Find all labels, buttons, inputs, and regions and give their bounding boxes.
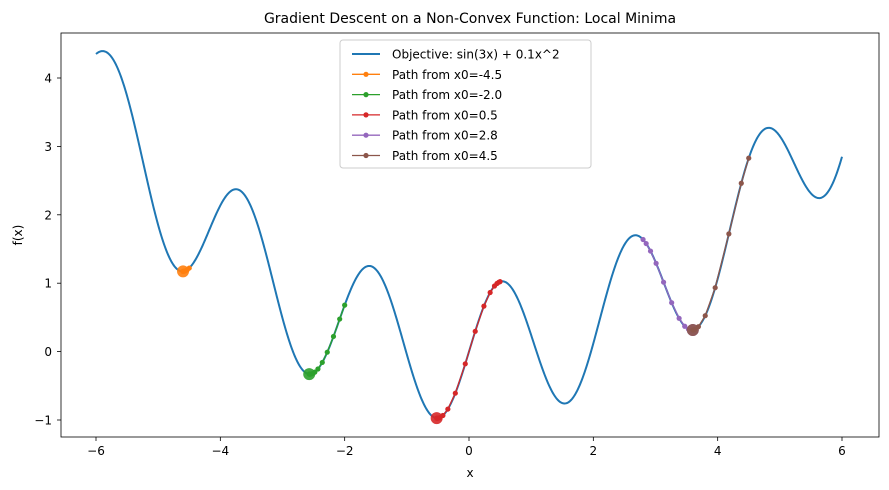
path-point — [481, 303, 487, 309]
legend-marker — [363, 152, 369, 159]
y-tick-label: 3 — [44, 140, 52, 154]
y-tick-label: 1 — [44, 277, 52, 291]
x-tick-label: 4 — [714, 444, 722, 458]
path-series — [177, 265, 192, 278]
path-point — [682, 323, 688, 329]
final-point-marker — [686, 324, 699, 337]
curves — [95, 50, 843, 425]
path-point — [452, 390, 458, 396]
path-point — [319, 359, 325, 366]
legend-item: Path from x0=4.5 — [352, 149, 498, 163]
legend-label: Path from x0=0.5 — [392, 108, 498, 122]
path-point — [337, 316, 343, 322]
legend-label: Path from x0=-4.5 — [392, 68, 502, 82]
path-point — [472, 328, 478, 334]
path-point — [487, 289, 493, 296]
path-series — [303, 302, 348, 381]
path-point — [324, 349, 330, 355]
legend-marker — [363, 71, 369, 77]
x-tick-label: −4 — [211, 444, 229, 458]
path-point — [647, 248, 654, 254]
y-axis: −1 0 1 2 3 4 — [34, 72, 61, 428]
plot-area — [60, 32, 880, 438]
final-point-marker — [177, 265, 190, 278]
x-axis: −6 −4 −2 0 2 4 6 — [87, 437, 846, 458]
legend-label: Objective: sin(3x) + 0.1x^2 — [392, 48, 560, 62]
final-point-marker — [303, 368, 316, 381]
path-point — [640, 236, 646, 243]
legend-item: Path from x0=0.5 — [352, 108, 498, 122]
axes-frame — [60, 32, 880, 438]
final-point-marker — [430, 412, 443, 425]
x-tick-label: 0 — [465, 444, 473, 458]
legend-marker — [363, 112, 369, 118]
path-point — [445, 406, 451, 412]
legend: Objective: sin(3x) + 0.1x^2 Path from x0=… — [339, 39, 592, 169]
path-point — [653, 260, 659, 266]
path-point — [462, 361, 468, 367]
path-series — [430, 279, 503, 425]
path-point — [491, 283, 498, 289]
path-point — [330, 333, 337, 340]
legend-label: Path from x0=2.8 — [392, 129, 498, 143]
legend-item: Path from x0=-4.5 — [352, 68, 502, 82]
path-point — [746, 155, 752, 161]
y-tick-label: −1 — [34, 414, 52, 428]
legend-item: Objective: sin(3x) + 0.1x^2 — [352, 48, 560, 62]
path-series — [686, 155, 752, 337]
y-tick-label: 2 — [44, 208, 52, 222]
path-point — [676, 315, 682, 321]
legend-box — [339, 39, 592, 169]
x-tick-label: −2 — [336, 444, 354, 458]
legend-marker — [363, 92, 369, 98]
x-tick-label: 6 — [838, 444, 846, 458]
chart-title: Gradient Descent on a Non-Convex Functio… — [264, 11, 676, 27]
x-tick-label: 2 — [590, 444, 598, 458]
legend-label: Path from x0=-2.0 — [392, 88, 502, 102]
path-point — [726, 231, 732, 237]
path-point — [342, 302, 348, 308]
legend-item: Path from x0=2.8 — [352, 129, 498, 143]
y-tick-label: 0 — [44, 345, 52, 359]
path-point — [738, 180, 744, 186]
legend-marker — [363, 132, 369, 138]
x-axis-label: x — [466, 466, 473, 480]
x-tick-label: −6 — [87, 444, 105, 458]
legend-item: Path from x0=-2.0 — [352, 88, 502, 102]
legend-label: Path from x0=4.5 — [392, 149, 498, 163]
path-point — [669, 300, 675, 306]
path-point — [712, 285, 718, 291]
path-point — [660, 279, 667, 285]
y-axis-label: f(x) — [11, 225, 25, 246]
y-tick-label: 4 — [44, 72, 52, 86]
path-point — [702, 313, 708, 319]
path-point — [643, 240, 649, 247]
